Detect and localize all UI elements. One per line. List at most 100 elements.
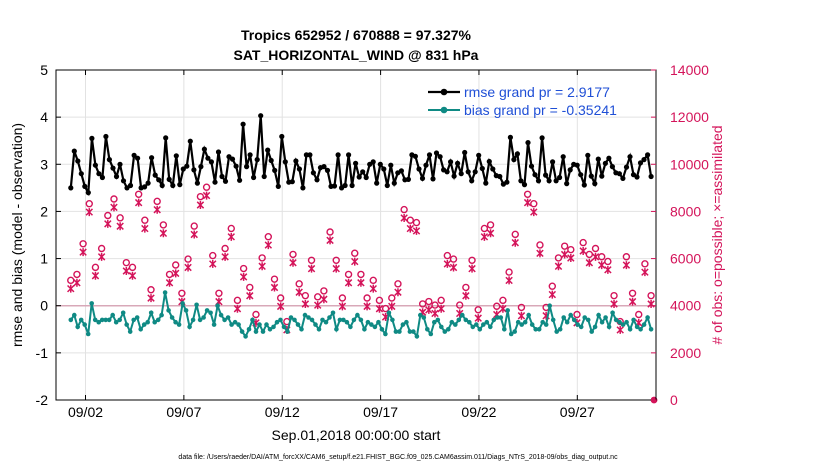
bias-point-92: [390, 317, 395, 323]
rmse-point-156: [616, 171, 623, 177]
obs-possible-point-63: [455, 301, 464, 309]
bias-point-156: [613, 317, 619, 323]
bias-point-106: [439, 324, 444, 330]
rmse-point-94: [398, 168, 404, 174]
bias-point-80: [348, 324, 353, 330]
bias-point-86: [369, 322, 374, 327]
x-tick-label-3: 09/17: [363, 404, 398, 420]
obs-assimilated-point-59: [431, 309, 439, 318]
rmse-point-133: [535, 178, 542, 184]
bias-point-111: [456, 317, 462, 323]
bias-point-31: [176, 322, 182, 327]
rmse-point-163: [641, 157, 647, 163]
obs-possible-point-2: [79, 240, 87, 248]
bias-point-43: [218, 312, 224, 318]
bias-point-55: [260, 329, 266, 334]
bias-point-132: [529, 322, 535, 327]
x-tick-label-4: 09/22: [461, 404, 496, 420]
bias-point-143: [568, 312, 573, 318]
obs-possible-point-58: [425, 297, 433, 306]
rmse-point-161: [634, 174, 640, 180]
obs-possible-point-71: [505, 268, 513, 276]
rmse-point-112: [462, 149, 468, 156]
obs-possible-point-88: [610, 291, 618, 300]
bias-point-91: [386, 310, 392, 316]
rmse-point-141: [564, 181, 570, 187]
rmse-point-134: [539, 135, 545, 141]
obs-possible-point-24: [215, 289, 223, 297]
rmse-point-139: [557, 174, 563, 181]
bias-point-18: [131, 317, 136, 323]
bias-point-15: [120, 310, 126, 316]
bias-point-5: [85, 331, 91, 337]
rmse-point-8: [96, 171, 102, 177]
obs-assimilated-point-47: [357, 278, 365, 287]
y-right-tick-label-0: 0: [670, 392, 678, 408]
obs-assimilated-point-32: [264, 241, 273, 250]
bias-point-131: [526, 312, 531, 318]
rmse-point-157: [620, 175, 626, 181]
chart-title-line2: SAT_HORIZONTAL_WIND @ 831 hPa: [234, 47, 479, 63]
obs-possible-point-0: [67, 276, 75, 285]
rmse-point-54: [258, 113, 264, 119]
rmse-point-154: [609, 164, 616, 170]
rmse-point-87: [374, 180, 380, 186]
obs-possible-point-94: [647, 291, 655, 300]
obs-possible-point-37: [295, 280, 303, 288]
bias-point-112: [460, 312, 465, 318]
bias-point-63: [288, 315, 294, 320]
obs-possible-point-52: [388, 294, 396, 302]
obs-assimilated-point-53: [394, 288, 402, 297]
rmse-point-14: [117, 161, 123, 167]
obs-possible-point-43: [332, 256, 340, 264]
obs-assimilated-point-39: [307, 264, 316, 273]
obs-assimilated-point-44: [338, 302, 347, 311]
obs-possible-point-19: [184, 255, 192, 263]
y-left-tick-label-7: 5: [40, 62, 48, 78]
bias-point-137: [547, 303, 552, 309]
obs-possible-point-20: [190, 222, 198, 230]
bias-point-35: [190, 317, 196, 323]
y-left-tick-label-6: 4: [40, 109, 48, 125]
obs-assimilated-point-3: [85, 208, 94, 217]
bias-point-26: [159, 312, 164, 318]
obs-assimilated-point-62: [449, 263, 458, 272]
rmse-point-65: [296, 166, 302, 172]
rmse-point-125: [507, 134, 513, 140]
bias-point-153: [603, 315, 608, 320]
obs-assimilated-point-33: [270, 283, 279, 292]
obs-possible-point-12: [141, 216, 149, 224]
rmse-point-52: [251, 174, 257, 181]
obs-assimilated-point-58: [425, 305, 433, 314]
bias-point-146: [578, 324, 584, 330]
bias-point-120: [488, 324, 493, 330]
rmse-point-82: [356, 174, 362, 180]
x-tick-label-0: 09/02: [68, 404, 103, 420]
rmse-point-24: [152, 172, 158, 178]
rmse-point-19: [135, 155, 141, 161]
obs-assimilated-point-68: [486, 229, 495, 238]
bias-point-50: [243, 334, 248, 339]
rmse-point-53: [254, 157, 260, 163]
obs-possible-point-16: [165, 270, 174, 279]
obs-assimilated-point-60: [437, 304, 445, 313]
rmse-point-99: [416, 166, 422, 172]
bias-point-125: [505, 308, 511, 313]
obs-possible-point-54: [400, 205, 408, 214]
grid-lines: [56, 69, 656, 401]
obs-possible-point-27: [233, 296, 242, 305]
bias-point-166: [648, 327, 654, 332]
bias-point-85: [365, 319, 371, 325]
obs-possible-point-57: [418, 300, 427, 308]
rmse-point-5: [85, 190, 91, 196]
obs-possible-point-30: [252, 310, 260, 319]
bias-point-62: [285, 329, 290, 334]
obs-possible-point-84: [585, 250, 594, 259]
rmse-point-42: [215, 149, 222, 155]
rmse-point-135: [543, 172, 549, 178]
bias-point-22: [145, 319, 150, 325]
rmse-point-100: [419, 175, 426, 181]
rmse-point-79: [346, 152, 352, 158]
rmse-point-113: [465, 169, 471, 175]
